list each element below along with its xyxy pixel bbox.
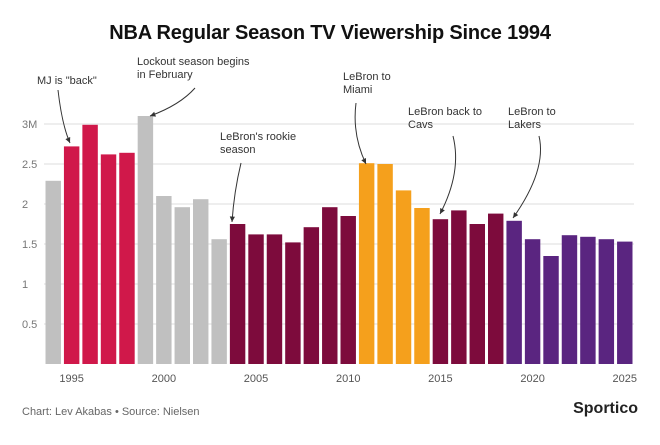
x-tick-label: 2020 (520, 373, 544, 385)
bar-2004 (229, 224, 246, 364)
bar-1995 (63, 146, 80, 364)
y-tick-label: 0.5 (22, 319, 37, 331)
y-tick-label: 1 (22, 279, 28, 291)
bar-2001 (174, 207, 190, 364)
annotation-mj-back: MJ is "back" (37, 75, 97, 87)
bar-2012 (377, 164, 393, 364)
bar-2007 (285, 242, 301, 364)
bar-1998 (119, 152, 135, 364)
y-tick-label: 1.5 (22, 239, 37, 251)
bar-2016 (451, 210, 467, 364)
annotation-arrowhead-mj-back (65, 137, 71, 143)
bar-2009 (322, 207, 338, 364)
annotation-lockout: Lockout season begins in February (137, 56, 250, 81)
bar-1996 (82, 124, 98, 364)
bar-2002 (193, 199, 209, 364)
bar-1999 (137, 116, 154, 364)
annotation-lebron-rookie: LeBron's rookie season (220, 131, 296, 156)
bar-2011 (358, 163, 375, 364)
x-tick-label: 2025 (613, 373, 637, 385)
x-tick-label: 2000 (152, 373, 176, 385)
y-tick-label: 3M (22, 119, 37, 131)
bar-2023 (580, 236, 596, 364)
annotation-arrowhead-lockout (150, 111, 156, 117)
y-tick-label: 2.5 (22, 159, 37, 171)
bar-2022 (561, 235, 578, 364)
annotation-arrow-mj-back (57, 89, 71, 144)
x-tick-label: 2015 (428, 373, 452, 385)
bar-2024 (598, 239, 615, 364)
bar-2019 (506, 220, 522, 364)
x-tick-label: 1995 (59, 373, 83, 385)
bar-2017 (469, 224, 485, 364)
bar-2010 (340, 216, 356, 364)
bar-2025 (617, 241, 633, 364)
annotation-arrowhead-lebron-miami (361, 158, 367, 164)
chart-title: NBA Regular Season TV Viewership Since 1… (109, 22, 551, 44)
annotation-lebron-lakers: LeBron to Lakers (508, 106, 556, 131)
annotation-arrowhead-lebron-cavs (440, 208, 445, 214)
annotation-arrow-lebron-miami (354, 102, 367, 165)
sportico-logo: Sportico (573, 400, 638, 417)
bar-2006 (266, 234, 283, 364)
x-tick-label: 2010 (336, 373, 360, 385)
annotation-arrowhead-lebron-lakers (513, 212, 519, 218)
bar-2008 (303, 227, 320, 364)
chart-credit: Chart: Lev Akabas • Source: Nielsen (22, 406, 200, 418)
annotation-arrow-lebron-cavs (439, 135, 457, 215)
x-tick-label: 2005 (244, 373, 268, 385)
annotation-arrow-lockout (149, 87, 196, 117)
y-tick-label: 2 (22, 199, 28, 211)
annotation-arrow-lebron-rookie (231, 162, 242, 223)
bar-2003 (211, 239, 227, 364)
bar-2005 (248, 234, 264, 364)
bar-1994 (45, 180, 61, 364)
bar-2018 (488, 213, 504, 364)
bar-1997 (100, 154, 117, 364)
annotation-lebron-cavs: LeBron back to Cavs (408, 106, 482, 131)
bar-2014 (414, 208, 430, 364)
bar-2013 (395, 190, 412, 364)
annotation-lebron-miami: LeBron to Miami (343, 71, 391, 96)
bar-2000 (156, 196, 172, 364)
annotation-arrow-lebron-lakers (512, 135, 542, 219)
bar-2021 (543, 256, 559, 364)
bar-2020 (524, 239, 541, 364)
annotation-arrowhead-lebron-rookie (229, 216, 235, 222)
bar-2015 (432, 219, 449, 364)
